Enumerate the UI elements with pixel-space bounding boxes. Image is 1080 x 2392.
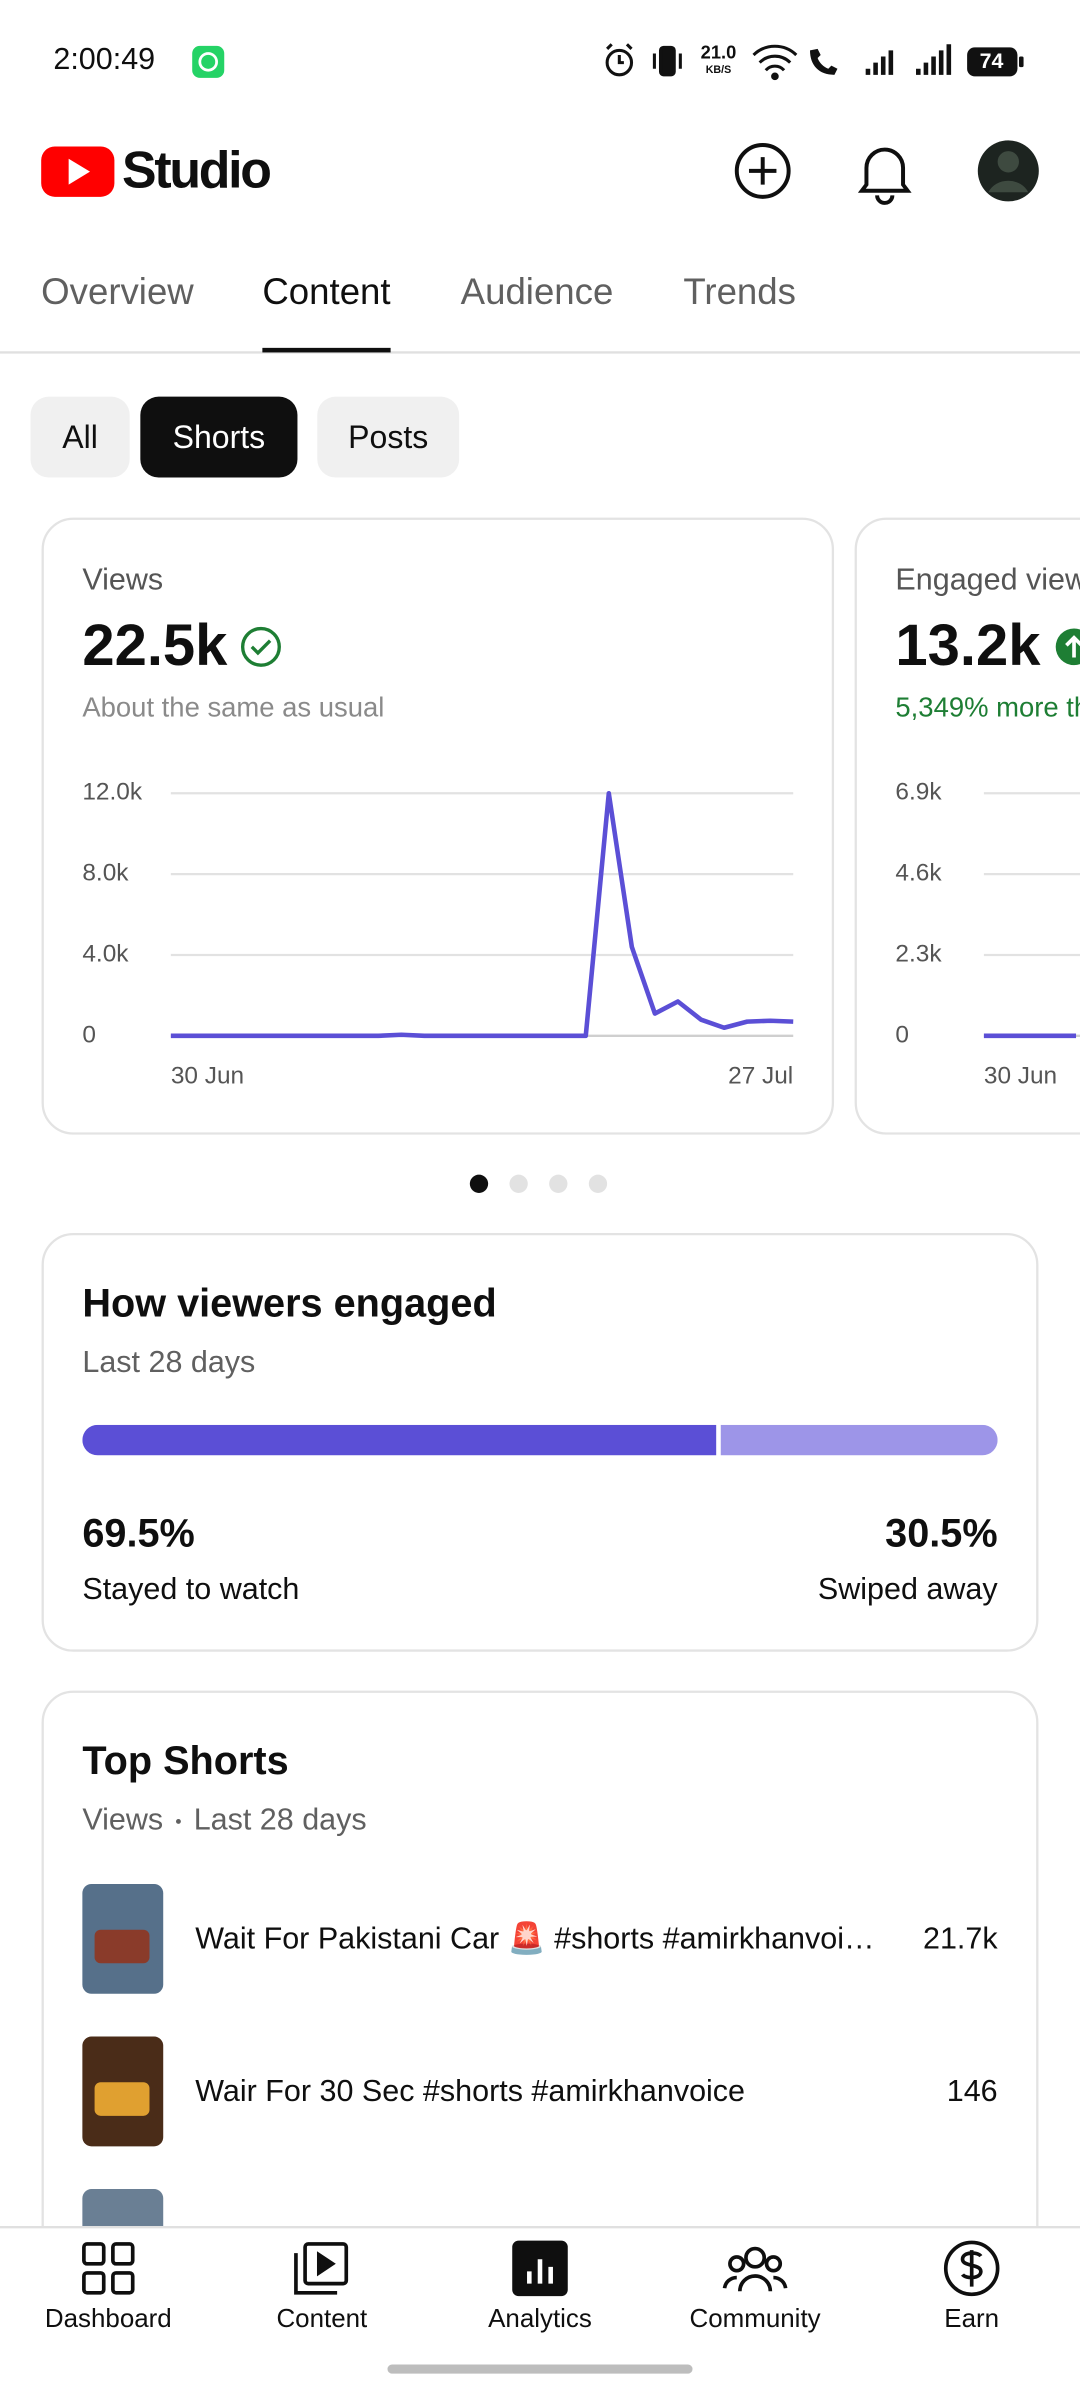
filter-label[interactable]: Posts (348, 419, 428, 455)
status-icons (192, 43, 1024, 81)
nav-icon[interactable] (943, 2240, 1000, 2297)
share-value: 30.5% (885, 1512, 997, 1556)
nav-item[interactable]: Earn (943, 2240, 1000, 2333)
section-subtitle: Last 28 days (82, 1345, 255, 1379)
x-tick-label: 27 Jul (728, 1062, 793, 1089)
tab-indicator (262, 347, 391, 353)
battery-level: 74 (980, 49, 1004, 73)
card-note: 5,349% more than usual (895, 692, 1080, 723)
nav-label[interactable]: Content (276, 2305, 368, 2333)
y-tick-label: 0 (82, 1021, 96, 1048)
y-tick-label: 2.3k (895, 940, 942, 967)
nav-icon[interactable] (294, 2242, 349, 2295)
section-title: How viewers engaged (82, 1281, 496, 1325)
section-metric: Views (82, 1802, 163, 1836)
status-icon (1065, 635, 1080, 658)
metric-card[interactable]: Engaged views 13.2k 5,349% more than usual… (854, 517, 1080, 1135)
pager-dot (588, 1174, 608, 1193)
thumbnail-detail (94, 1929, 150, 1964)
pager-dot (509, 1174, 528, 1193)
net-unit: KB/S (706, 64, 731, 76)
card-bg (41, 517, 835, 1135)
nav-icon[interactable] (82, 2242, 135, 2295)
x-tick-label: 30 Jun (984, 1062, 1057, 1089)
tab[interactable]: Audience (461, 271, 614, 312)
filter-chip[interactable] (140, 396, 298, 478)
pager-dot (469, 1174, 489, 1193)
tab[interactable]: Trends (683, 271, 796, 312)
bar-segment (82, 1424, 717, 1456)
card-note: About the same as usual (82, 692, 384, 723)
header-icons (41, 140, 1039, 205)
separator-dot (175, 1818, 181, 1824)
card-label: Views (82, 562, 163, 596)
bar-segment (720, 1424, 998, 1456)
nav-item[interactable]: Dashboard (45, 2242, 172, 2333)
share-name: Swiped away (818, 1572, 998, 1606)
nav-label[interactable]: Community (690, 2305, 821, 2333)
app-title: Studio (122, 141, 270, 199)
pager-dot (549, 1174, 568, 1193)
short-title: Wait For Pakistani Car 🚨 #shorts #amirkh… (195, 1920, 874, 1955)
short-views: 21.7k (923, 1921, 998, 1955)
y-tick-label: 6.9k (895, 779, 942, 806)
short-views: 146 (947, 2074, 998, 2108)
section-period: Last 28 days (194, 1802, 367, 1836)
card-value: 13.2k (895, 614, 1041, 678)
card-label: Engaged views (895, 562, 1080, 596)
y-tick-label: 4.0k (82, 940, 129, 967)
avatar[interactable] (977, 140, 1039, 202)
tab[interactable]: Overview (41, 271, 194, 312)
tab[interactable]: Content (262, 271, 390, 312)
share-name: Stayed to watch (82, 1572, 299, 1606)
short-title: Wair For 30 Sec #shorts #amirkhanvoice (195, 2074, 745, 2108)
y-tick-label: 0 (895, 1021, 909, 1048)
nav-icon[interactable] (512, 2240, 568, 2297)
data-line (170, 791, 794, 1039)
short-row[interactable]: Wair For 30 Sec #shorts #amirkhanvoice 14… (82, 2036, 998, 2147)
y-tick-label: 8.0k (82, 860, 129, 887)
create-button[interactable] (734, 143, 791, 199)
y-tick-label: 12.0k (82, 779, 142, 806)
section-title: Top Shorts (82, 1739, 288, 1783)
nav-label[interactable]: Earn (944, 2305, 999, 2333)
status-icon (250, 639, 272, 656)
nav-item[interactable]: Content (276, 2242, 368, 2333)
nav-item[interactable]: Analytics (488, 2240, 592, 2333)
filter-chip[interactable] (317, 396, 460, 478)
filter-label[interactable]: Shorts (173, 419, 266, 455)
status-icon (240, 626, 281, 667)
home-indicator (387, 2364, 693, 2374)
engagement-bar (82, 1424, 998, 1456)
card-value: 22.5k (82, 614, 228, 678)
y-tick-label: 4.6k (895, 860, 942, 887)
nav-label[interactable]: Analytics (488, 2305, 592, 2333)
share-value: 69.5% (82, 1512, 194, 1556)
notifications-button[interactable] (857, 147, 912, 205)
card-bg (854, 517, 1080, 1135)
metric-card[interactable]: Views 22.5k About the same as usual 0 4.0k 8.… (41, 517, 835, 1135)
x-tick-label: 30 Jun (171, 1062, 244, 1089)
status-time: 2:00:49 (53, 42, 155, 76)
filter-label[interactable]: All (62, 419, 98, 455)
nav-icon[interactable] (722, 2246, 788, 2292)
thumbnail-detail (94, 2082, 150, 2116)
net-speed: 21.0 (701, 41, 737, 62)
filter-chip[interactable] (30, 396, 130, 478)
nav-label[interactable]: Dashboard (45, 2305, 172, 2333)
nav-item[interactable]: Community (690, 2246, 821, 2334)
short-row[interactable]: Wait For Pakistani Car 🚨 #shorts #amirkh… (82, 1883, 998, 1994)
